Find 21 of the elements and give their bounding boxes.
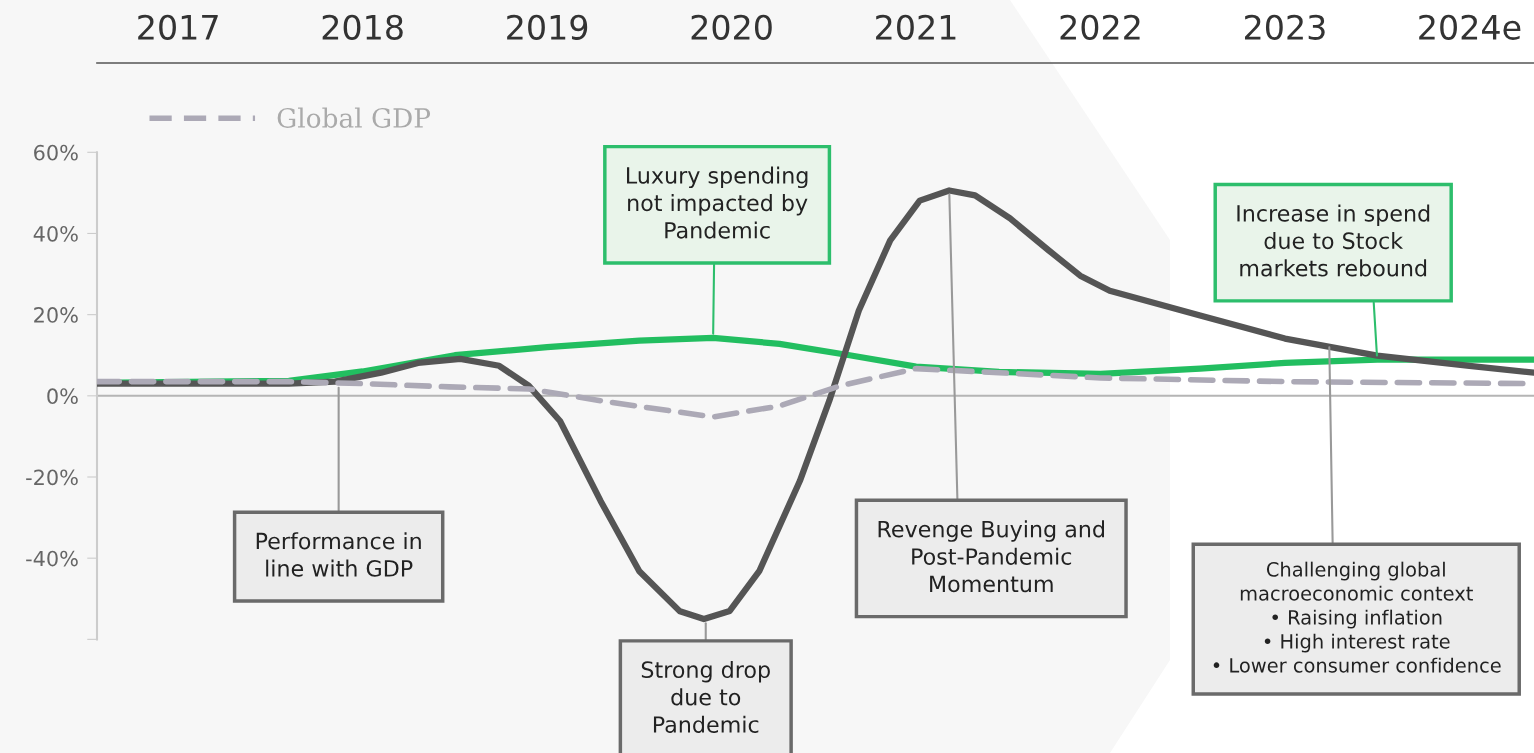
annotation: Revenge Buying and Post-Pandemic Momentum	[878, 520, 1104, 593]
y-tick-label: 0%	[47, 388, 78, 405]
x-tick-label: 2020	[691, 14, 772, 40]
annotation: Challenging global macroeconomic context • Raising inflation • High interest rate • Lower consumer confidence	[1213, 561, 1501, 673]
x-tick-label: 2023	[1245, 14, 1325, 40]
annotation: Increase in spend due to Stock markets rebound	[1237, 204, 1430, 277]
x-tick-label: 2018	[322, 14, 403, 40]
y-tick-label: 20%	[34, 307, 78, 323]
annotation: Performance in line with GDP	[256, 532, 421, 577]
y-tick-label: 60%	[34, 144, 78, 161]
x-tick-label: 2017	[138, 14, 218, 40]
y-tick-label: -20%	[26, 469, 78, 486]
x-tick-label: 2021	[876, 14, 956, 40]
x-tick-label: 2024e	[1419, 14, 1521, 40]
x-tick-label: 2022	[1060, 14, 1140, 40]
annotation: Strong drop due to Pandemic	[641, 660, 770, 733]
y-tick-label: -40%	[26, 550, 78, 567]
legend-label: Global GDP	[277, 107, 431, 128]
y-tick-label: 40%	[33, 225, 78, 242]
x-tick-label: 2019	[507, 14, 588, 40]
annotation: Luxury spending not impacted by Pandemic	[627, 166, 808, 239]
